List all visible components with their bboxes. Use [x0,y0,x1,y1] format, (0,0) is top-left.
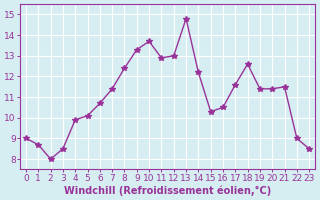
X-axis label: Windchill (Refroidissement éolien,°C): Windchill (Refroidissement éolien,°C) [64,185,271,196]
